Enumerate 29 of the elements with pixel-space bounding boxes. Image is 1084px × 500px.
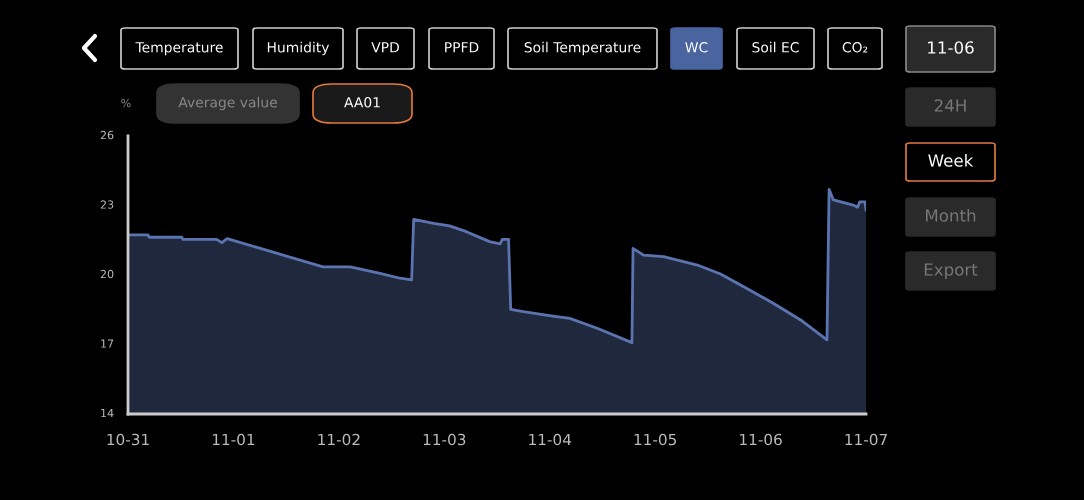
text: VPD [371,42,399,53]
text: Soil Temperature [524,41,641,56]
text: PPFD [445,42,479,53]
x-tick-label: 11-01 [212,433,255,446]
text: Week [928,153,974,167]
text: Export [924,263,978,280]
x-tick-label: 11-02 [318,433,360,446]
text: Temperature [135,42,223,56]
y-tick-label: 17 [101,339,114,348]
x-tick-label: 11-04 [529,433,572,446]
y-axis-title: % [121,98,131,108]
text: Month [926,208,976,222]
text: 11-06 [928,41,974,54]
x-tick-label: 11-05 [634,433,677,446]
x-tick-label: 10-31 [107,433,149,446]
text: AA01 [344,97,380,108]
x-tick-label: 11-06 [740,433,782,446]
text: 24H [934,99,966,112]
x-tick-label: 11-03 [423,433,466,446]
text: Soil EC [752,41,799,53]
y-tick-label: 23 [100,200,114,209]
y-tick-label: 14 [101,408,114,418]
text: CO₂ [842,42,868,53]
text: WC [685,42,708,53]
y-tick-label: 26 [100,130,114,140]
text: Humidity [267,41,330,56]
text: Average value [178,96,277,111]
y-tick-label: 20 [100,269,114,279]
x-tick-label: 11-07 [845,433,887,446]
